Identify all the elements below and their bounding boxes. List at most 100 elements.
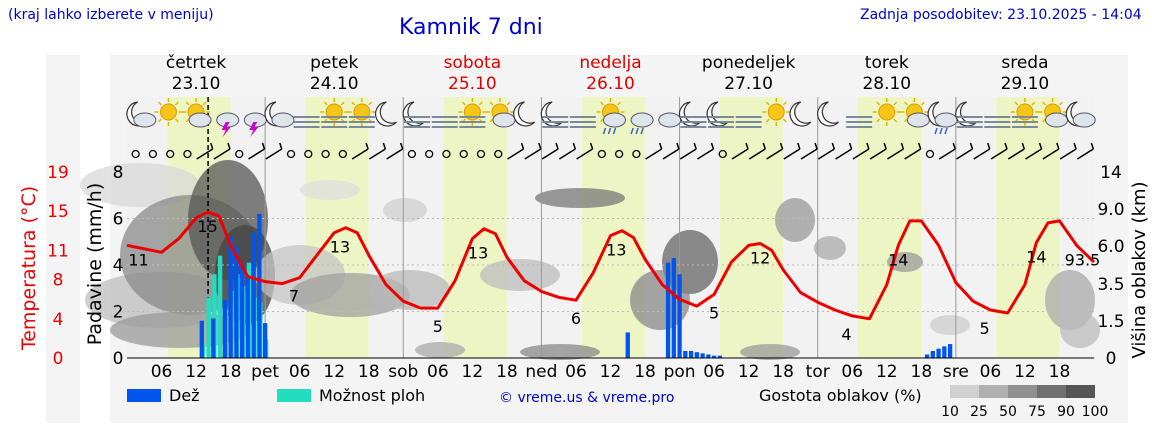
sun-ray [876, 118, 881, 123]
weather-symbol-row [126, 98, 1096, 137]
cloud-shape [603, 112, 626, 128]
x-tick-label: pon [664, 362, 696, 382]
cloud-height-axis-title: Višina oblakov (km) [1129, 181, 1150, 358]
cloud-layer-patch [415, 342, 465, 358]
temperature-tick-label: 4 [53, 310, 64, 330]
fog-night-icon [402, 101, 431, 128]
daylight-band [996, 97, 1060, 358]
sun-ray [600, 101, 604, 106]
x-tick-label: 12 [185, 362, 207, 382]
day-date: 24.10 [310, 74, 359, 94]
moon-shape [706, 101, 729, 127]
wind-calm-icon [407, 149, 417, 159]
wind-barb-icon [265, 142, 283, 160]
cloud-density-swatch [1066, 385, 1095, 398]
wind-barb-icon [645, 142, 663, 160]
rain-drop [640, 127, 644, 135]
cloud-density-tick: 90 [1057, 404, 1075, 420]
rain-bar [924, 354, 930, 358]
wind-barb-icon [679, 142, 697, 160]
wind-barb-icon [1042, 142, 1060, 160]
rain-drop [607, 127, 612, 135]
day-date: 27.10 [724, 74, 773, 94]
temperature-tick-label: 0 [53, 349, 64, 369]
wind-calm-icon [148, 149, 158, 159]
location-hint[interactable]: (kraj lahko izberete v meniju) [8, 7, 214, 23]
precipitation-tick-label: 4 [113, 256, 124, 276]
cloud-layer-patch [930, 315, 970, 335]
cloud-layer-patch [520, 344, 600, 360]
cloud-shape [492, 112, 516, 128]
fog-icon [569, 116, 596, 128]
partly-cloudy-icon [485, 98, 516, 128]
rain-bar [942, 346, 947, 358]
right-panel [1094, 97, 1128, 385]
cloud-shape [1045, 112, 1069, 128]
rain-legend-swatch [127, 389, 161, 402]
showers-legend-label: Možnost ploh [319, 386, 425, 405]
wind-calm-icon [442, 149, 451, 159]
cloud-density-legend: 10 25 50 75 90 100 [941, 385, 1108, 420]
wind-calm-icon [286, 149, 296, 159]
partly-cloudy-icon [900, 98, 930, 128]
cloud-density-tick: 100 [1082, 404, 1109, 420]
overcast-icon [658, 112, 682, 128]
temperature-extreme-label: 12 [750, 248, 770, 267]
thunder-shower-icon [216, 112, 240, 137]
wind-barb-icon [507, 142, 525, 160]
sun-ray [506, 101, 511, 106]
temperature-extreme-label: 13 [468, 244, 488, 263]
daylight-band [858, 97, 922, 358]
sun-ray [920, 101, 925, 106]
cloud-density-swatch [1037, 385, 1066, 398]
wind-barb-icon [887, 142, 905, 160]
clear-night-icon [789, 101, 812, 127]
sun-ray [1059, 101, 1063, 106]
wind-barb-icon [213, 142, 231, 160]
wind-calm-icon [235, 149, 244, 159]
moon-shape [678, 101, 701, 127]
wind-calm-icon [494, 149, 503, 159]
cloud-height-tick-label: 3.5 [1097, 275, 1124, 295]
wind-calm-icon [425, 149, 434, 159]
sun-ray [174, 118, 179, 123]
wind-calm-icon [459, 149, 468, 159]
rain-bar [930, 351, 935, 358]
rain-drop [939, 127, 943, 135]
moon-shape [540, 101, 563, 127]
rain-bar [262, 323, 268, 358]
cloudy-night-icon [126, 101, 157, 128]
x-tick-label: 18 [772, 362, 794, 382]
rain-drop [635, 127, 639, 135]
fog-icon [293, 116, 320, 128]
cloud-layer-patch [535, 188, 625, 208]
fog-icon [735, 116, 762, 128]
temperature-axis-title: Temperatura (°C) [18, 186, 40, 351]
sun-ray [351, 101, 356, 106]
cloud-density-swatch [979, 385, 1008, 398]
daylight-band [581, 97, 646, 358]
rain-bar [700, 353, 705, 358]
lightning-shape [221, 122, 231, 137]
rain-drop [602, 127, 607, 135]
temperature-extreme-label: 93.5 [1065, 250, 1101, 269]
sun-ray [185, 118, 190, 123]
rain-drop [934, 127, 938, 135]
daylight-band [305, 97, 369, 358]
sun-ray [340, 101, 345, 106]
temperature-series: 11 15 7 13 5 13 6 13 5 12 4 14 5 14 93.5 [126, 210, 1101, 344]
wind-barb-icon [869, 142, 887, 160]
wind-barb-icon [386, 142, 404, 160]
rain-bar [936, 348, 941, 358]
partly-cloudy-icon [1038, 98, 1069, 128]
night-band [506, 97, 582, 358]
cloud-density-tick: 50 [999, 404, 1017, 420]
wind-barb-icon [1076, 142, 1095, 160]
sun-ray [1031, 101, 1036, 106]
wind-calm-icon [718, 149, 727, 159]
rain-bar [222, 299, 228, 358]
x-tick-label: ned [525, 362, 557, 382]
sun-ray [1014, 101, 1019, 106]
rain-bar [665, 262, 671, 358]
